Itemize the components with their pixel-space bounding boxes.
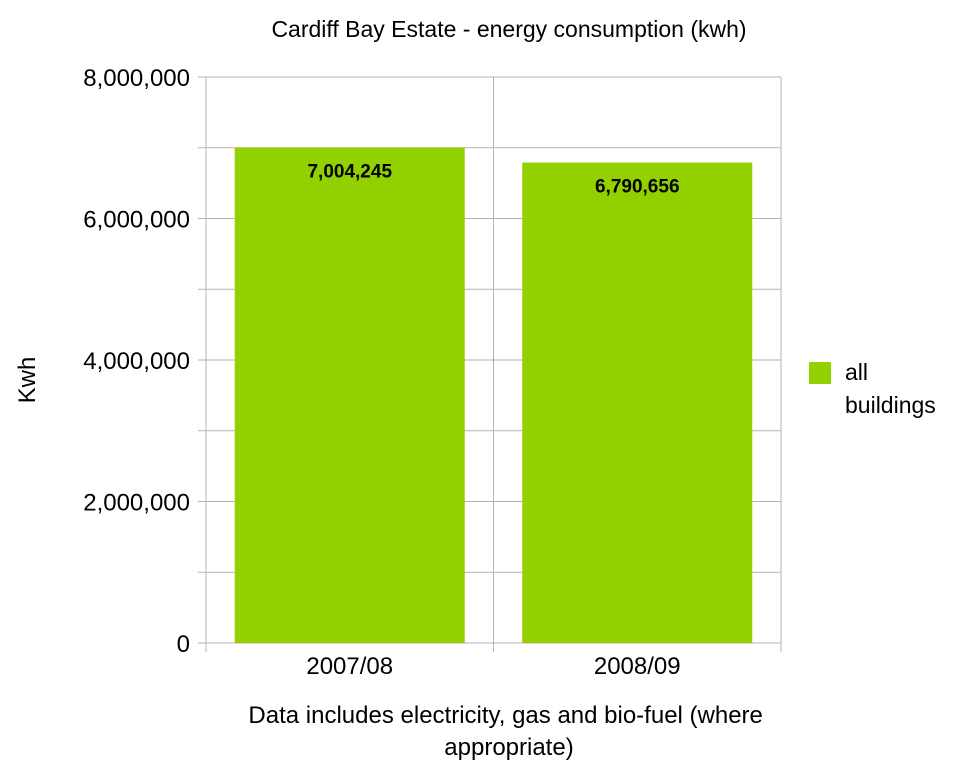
y-tick-labels: 0 2,000,000 4,000,000 6,000,000 8,000,000: [83, 65, 190, 658]
x-axis-title-line-2: appropriate): [444, 734, 573, 761]
chart-title: Cardiff Bay Estate - energy consumption …: [271, 16, 746, 42]
data-label: 7,004,245: [307, 161, 392, 182]
x-axis-title: Data includes electricity, gas and bio-f…: [248, 702, 769, 761]
x-tick-labels: 2007/08 2008/09: [306, 653, 680, 680]
bar: [522, 162, 753, 643]
axes: [198, 76, 782, 652]
x-axis-title-line-1: Data includes electricity, gas and bio-f…: [248, 702, 762, 729]
bars: 7,004,245 6,790,656: [234, 147, 753, 644]
y-tick-label: 4,000,000: [83, 348, 190, 375]
x-tick-label: 2008/09: [594, 653, 681, 680]
bar: [234, 147, 465, 644]
y-tick-label: 6,000,000: [83, 207, 190, 234]
legend-label: all buildings: [845, 359, 936, 418]
legend: all buildings: [809, 359, 936, 418]
y-axis-title: Kwh: [14, 357, 41, 404]
y-tick-label: 2,000,000: [83, 490, 190, 517]
legend-label-line-2: buildings: [845, 392, 936, 418]
x-tick-label: 2007/08: [306, 653, 393, 680]
data-label: 6,790,656: [595, 177, 680, 198]
y-tick-label: 8,000,000: [83, 65, 190, 92]
legend-swatch: [809, 362, 831, 384]
y-tick-label: 0: [177, 631, 190, 658]
legend-label-line-1: all: [845, 359, 868, 385]
